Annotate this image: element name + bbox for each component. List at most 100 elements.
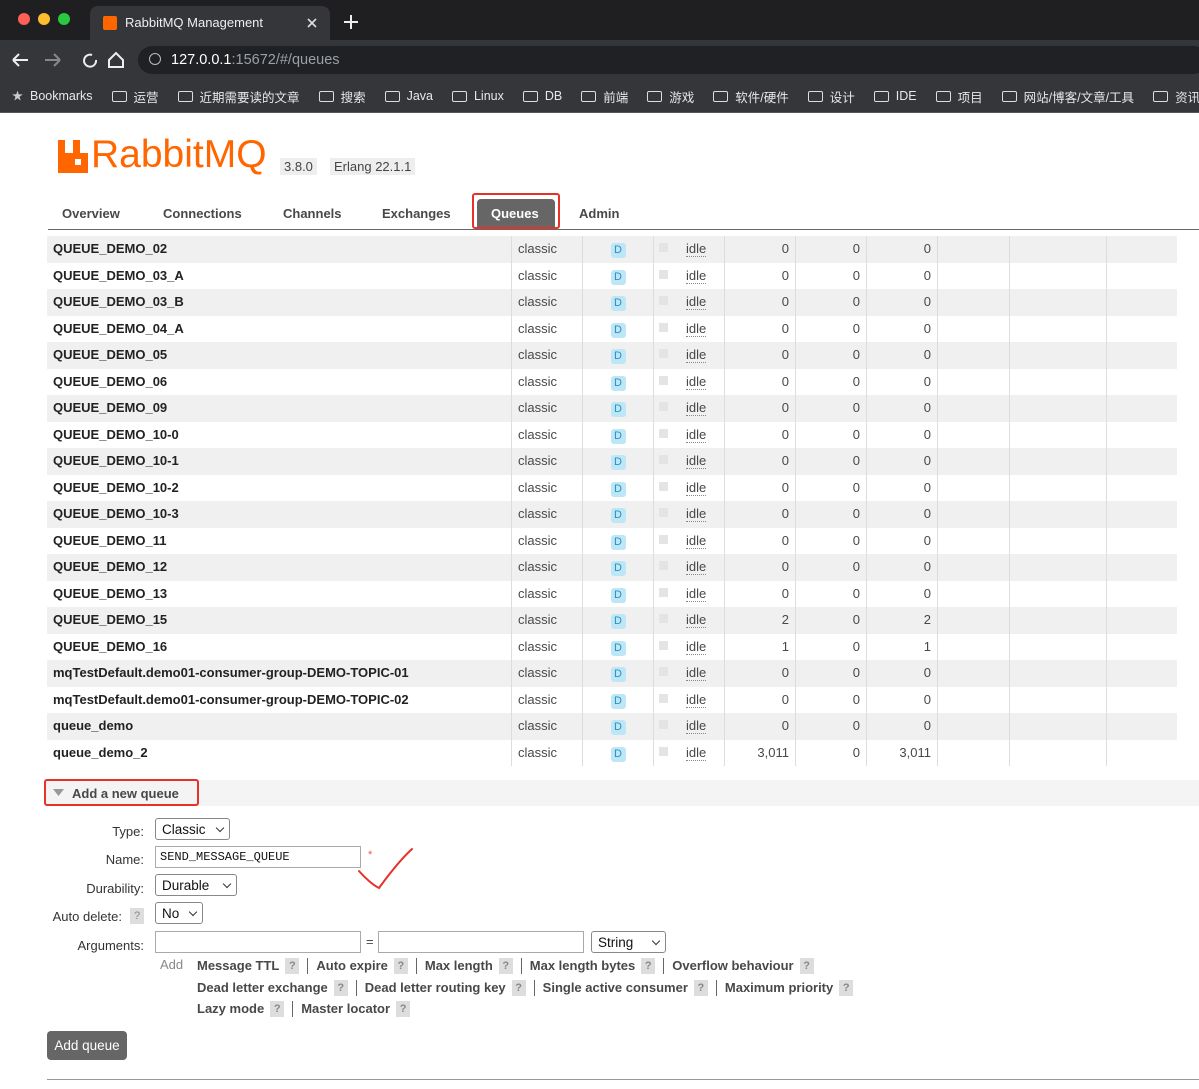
- features-cell: D: [583, 236, 654, 263]
- nav-tab[interactable]: Queues: [491, 206, 539, 221]
- argument-link[interactable]: Dead letter routing key?: [355, 980, 534, 996]
- nav-buttons[interactable]: [8, 48, 138, 72]
- queue-name[interactable]: mqTestDefault.demo01-consumer-group-DEMO…: [53, 691, 409, 707]
- bookmark[interactable]: 游戏: [647, 87, 694, 106]
- state-cell: idle: [654, 421, 725, 448]
- features-cell: D: [583, 448, 654, 475]
- queue-name[interactable]: QUEUE_DEMO_10-3: [53, 506, 179, 521]
- argument-key[interactable]: [155, 931, 361, 953]
- argument-link[interactable]: Auto expire?: [307, 958, 416, 974]
- total: 1: [923, 638, 931, 654]
- nav-tab[interactable]: Exchanges: [382, 206, 451, 221]
- queue-name[interactable]: QUEUE_DEMO_16: [53, 638, 168, 654]
- argument-link[interactable]: Overflow behaviour?: [663, 958, 821, 974]
- section-header[interactable]: Add a new queue: [45, 780, 1199, 806]
- bookmark[interactable]: Java: [384, 89, 433, 103]
- help-icon[interactable]: ?: [396, 1001, 411, 1017]
- state-checkbox: [659, 614, 668, 623]
- queue-name[interactable]: queue_demo: [53, 718, 134, 733]
- bookmark[interactable]: 设计: [807, 87, 855, 106]
- help-icon[interactable]: ?: [641, 958, 656, 974]
- argument-link[interactable]: Master locator?: [292, 1001, 418, 1017]
- queue-name[interactable]: mqTestDefault.demo01-consumer-group-DEMO…: [53, 665, 409, 680]
- argument-link[interactable]: Maximum priority?: [715, 980, 861, 996]
- bookmark[interactable]: 项目: [935, 87, 983, 106]
- help-icon[interactable]: ?: [693, 980, 708, 996]
- bookmark[interactable]: DB: [522, 89, 562, 103]
- queue-row: mqTestDefault.demo01-consumer-group-DEMO…: [47, 660, 1177, 688]
- help-icon[interactable]: ?: [511, 980, 526, 996]
- bookmark[interactable]: 网站/博客/文章/工具: [1001, 87, 1134, 106]
- state: idle: [686, 373, 707, 390]
- bookmark[interactable]: 资讯未整: [1153, 87, 1199, 106]
- queue-name[interactable]: QUEUE_DEMO_10-1: [53, 453, 179, 468]
- state: idle: [686, 744, 707, 761]
- auto-delete-select[interactable]: No: [155, 902, 203, 924]
- tab-close[interactable]: [306, 17, 318, 29]
- new-tab[interactable]: [343, 14, 359, 30]
- bookmark-label: 软件/硬件: [735, 90, 789, 105]
- queue-name[interactable]: QUEUE_DEMO_15: [53, 612, 168, 627]
- nav-tab[interactable]: Channels: [283, 206, 342, 221]
- nav-tab[interactable]: Overview: [62, 206, 120, 221]
- nav-tab[interactable]: Connections: [163, 206, 242, 221]
- durability-select[interactable]: Durable: [155, 874, 237, 896]
- active-tab: [477, 199, 555, 229]
- bookmark[interactable]: Linux: [451, 89, 504, 103]
- queue-name[interactable]: QUEUE_DEMO_04_A: [53, 320, 184, 336]
- help-icon[interactable]: ?: [799, 958, 814, 974]
- ready: 0: [781, 241, 789, 256]
- omnibox[interactable]: 127.0.0.1:15672/#/queues: [138, 46, 1199, 74]
- queue-name[interactable]: QUEUE_DEMO_10-0: [53, 426, 179, 442]
- argument-value[interactable]: [378, 931, 584, 953]
- bookmark[interactable]: 搜索: [318, 87, 366, 106]
- argument-type[interactable]: String: [591, 931, 666, 953]
- queue-name[interactable]: QUEUE_DEMO_06: [53, 373, 168, 389]
- type-select[interactable]: Classic: [155, 818, 230, 840]
- queue-name[interactable]: QUEUE_DEMO_12: [53, 559, 168, 574]
- queue-name[interactable]: QUEUE_DEMO_09: [53, 400, 168, 415]
- argument-link[interactable]: Single active consumer?: [533, 980, 716, 996]
- help-icon[interactable]: ?: [498, 958, 513, 974]
- queue-name[interactable]: QUEUE_DEMO_03_B: [53, 294, 184, 309]
- unacked: 0: [852, 691, 860, 707]
- bookmark[interactable]: 前端: [581, 87, 628, 106]
- queue-name[interactable]: QUEUE_DEMO_02: [53, 241, 168, 256]
- help-icon[interactable]: ?: [270, 1001, 285, 1017]
- queue-name[interactable]: queue_demo_2: [53, 744, 148, 760]
- help-icon[interactable]: ?: [839, 980, 854, 996]
- queue-name[interactable]: QUEUE_DEMO_13: [53, 585, 168, 601]
- argument-link[interactable]: Max length?: [415, 958, 521, 974]
- argument-link[interactable]: Dead letter exchange?: [197, 980, 356, 996]
- argument-link[interactable]: Message TTL?: [197, 958, 307, 974]
- queue-name[interactable]: QUEUE_DEMO_03_A: [53, 267, 184, 283]
- bookmark[interactable]: Bookmarks: [12, 89, 93, 103]
- ready: 0: [781, 453, 789, 468]
- bookmark[interactable]: 近期需要读的文章: [177, 87, 300, 106]
- help-icon[interactable]: ?: [333, 980, 348, 996]
- help-icon[interactable]: ?: [130, 908, 144, 924]
- name-input[interactable]: SEND_MESSAGE_QUEUE: [155, 846, 361, 868]
- help-icon[interactable]: ?: [285, 958, 300, 974]
- tab[interactable]: RabbitMQ Management: [90, 6, 330, 40]
- nav-tab[interactable]: Admin: [579, 206, 620, 221]
- ready: 0: [781, 294, 789, 309]
- add-queue-button[interactable]: Add queue: [47, 1031, 127, 1060]
- queue-name[interactable]: QUEUE_DEMO_10-2: [53, 479, 179, 495]
- add-argument[interactable]: Add: [160, 957, 184, 972]
- ready-cell: 1: [725, 633, 796, 660]
- argument-link[interactable]: Lazy mode?: [197, 1001, 292, 1017]
- queue-name[interactable]: QUEUE_DEMO_05: [53, 347, 168, 362]
- bookmark[interactable]: 运营: [111, 87, 159, 106]
- rate-cell: [1010, 607, 1107, 634]
- queue-name[interactable]: QUEUE_DEMO_11: [53, 532, 167, 548]
- help-icon[interactable]: ?: [393, 958, 408, 974]
- window-controls[interactable]: [0, 0, 90, 40]
- rate-cell: [938, 607, 1010, 634]
- argument-link[interactable]: Max length bytes?: [520, 958, 663, 974]
- bookmark[interactable]: 软件/硬件: [713, 87, 789, 106]
- folder-icon: [1153, 90, 1169, 102]
- bookmark[interactable]: IDE: [873, 89, 917, 103]
